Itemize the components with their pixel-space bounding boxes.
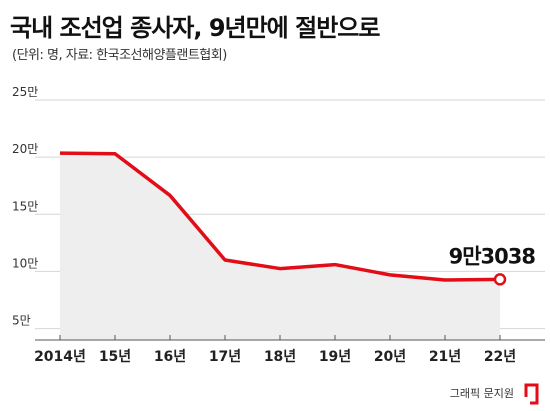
last-point-marker: [493, 273, 507, 286]
area-fill: [60, 153, 500, 340]
last-value-annotation: 9만3038: [449, 244, 536, 268]
x-tick-label: 2014년: [34, 349, 86, 365]
series-line: [59, 151, 501, 282]
y-tick-label: 25만: [12, 85, 38, 99]
chart-subtitle: (단위: 명, 자료: 한국조선해양플랜트협회): [12, 48, 227, 63]
y-tick-label: 5만: [12, 314, 31, 328]
x-tick-label: 18년: [264, 349, 296, 365]
red-bracket-logo-icon: [524, 383, 539, 405]
x-tick-label: 16년: [154, 349, 186, 365]
graphic-credit: 그래픽 문지원: [449, 387, 514, 400]
x-tick-label: 15년: [99, 349, 131, 365]
y-tick-label: 20만: [12, 142, 38, 156]
x-tick-label: 22년: [484, 349, 516, 365]
x-tick-label: 17년: [209, 349, 241, 365]
page-title: 국내 조선업 종사자, 9년만에 절반으로: [10, 14, 380, 42]
x-tick-label: 19년: [319, 349, 351, 365]
y-tick-label: 10만: [12, 256, 38, 270]
x-tick-label: 20년: [374, 349, 406, 365]
x-tick-label: 21년: [429, 349, 461, 365]
y-tick-label: 15만: [12, 199, 38, 213]
